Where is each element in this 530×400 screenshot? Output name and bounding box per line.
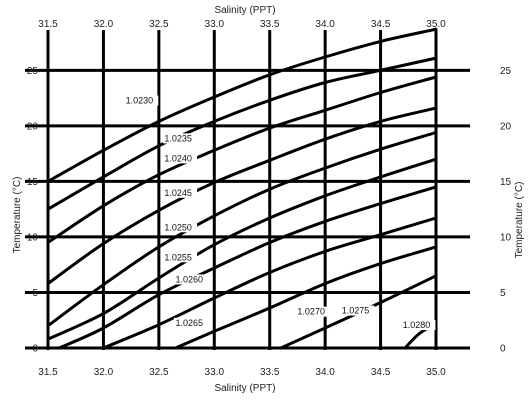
isopycnal-label-bg-3 xyxy=(162,187,198,198)
isopycnal-label-3: 1.0245 xyxy=(164,188,192,198)
y-tick-label-left: 25 xyxy=(27,66,39,77)
y-tick-label-left: 20 xyxy=(27,121,39,132)
y-tick-label-left: 15 xyxy=(27,177,39,188)
isopycnal-line-1 xyxy=(46,56,438,211)
x-tick-label-bottom: 33.0 xyxy=(205,367,225,378)
x-tick-label-top: 34.0 xyxy=(315,19,335,30)
isopycnal-line-2 xyxy=(46,75,438,244)
isopycnal-label-7: 1.0265 xyxy=(175,318,203,328)
top-axis-title: Salinity (PPT) xyxy=(214,5,275,16)
isopycnal-label-6: 1.0260 xyxy=(175,274,203,284)
y-tick-label-left: 10 xyxy=(27,232,39,243)
bottom-axis-title: Salinity (PPT) xyxy=(214,383,275,394)
right-axis-title: Temperature (°C) xyxy=(514,182,525,259)
isopycnal-line-0 xyxy=(46,27,438,183)
isopycnal-line-5 xyxy=(46,157,438,341)
isopycnal-label-10: 1.0280 xyxy=(403,320,431,330)
tick-labels: 31.5 31.5 32.0 32.0 32.5 32.5 33.0 33.0 33.5 33.5… xyxy=(27,19,512,378)
isopycnal-label-bg-6 xyxy=(173,274,209,285)
x-tick-label-bottom: 32.5 xyxy=(149,367,169,378)
y-tick-label-left: 5 xyxy=(32,288,38,299)
x-tick-label-top: 31.5 xyxy=(38,19,58,30)
isopycnal-label-bg-4 xyxy=(162,222,198,233)
x-tick-label-top: 32.0 xyxy=(94,19,114,30)
y-tick-label-right: 0 xyxy=(500,344,506,355)
x-tick-label-bottom: 33.5 xyxy=(260,367,280,378)
isopycnal-label-bg-1 xyxy=(162,133,198,144)
isopycnal-label-9: 1.0275 xyxy=(342,306,370,316)
x-tick-label-top: 33.0 xyxy=(205,19,225,30)
isopycnal-label-bg-5 xyxy=(162,252,198,263)
isopycnal-line-3 xyxy=(46,106,438,286)
x-tick-label-bottom: 34.0 xyxy=(315,367,335,378)
isopycnal-line-7 xyxy=(101,216,438,350)
isopycnal-label-2: 1.0240 xyxy=(164,153,192,163)
grid-lines xyxy=(25,30,470,350)
isopycnal-label-bg-7 xyxy=(173,317,209,328)
y-tick-label-right: 15 xyxy=(500,177,512,188)
x-tick-label-bottom: 35.0 xyxy=(426,367,446,378)
isopycnal-labels: 1.0230 1.0235 1.0240 1.0245 1.0250 1.0255 1.02… xyxy=(124,95,436,331)
isopycnal-label-bg-2 xyxy=(162,153,198,164)
x-tick-label-top: 32.5 xyxy=(149,19,169,30)
y-tick-label-left: 0 xyxy=(32,344,38,355)
x-tick-label-top: 35.0 xyxy=(426,19,446,30)
isopycnal-label-bg-10 xyxy=(401,320,436,331)
isopycnal-label-bg-9 xyxy=(340,305,375,316)
isopycnal-label-5: 1.0255 xyxy=(164,252,192,262)
y-tick-label-right: 20 xyxy=(500,121,512,132)
y-tick-label-right: 25 xyxy=(500,66,512,77)
isopycnal-label-0: 1.0230 xyxy=(126,96,154,106)
x-tick-label-bottom: 32.0 xyxy=(94,367,114,378)
isopycnal-label-bg-8 xyxy=(295,306,331,317)
isopycnal-label-1: 1.0235 xyxy=(164,133,192,143)
x-tick-label-bottom: 34.5 xyxy=(371,367,391,378)
isopycnal-label-4: 1.0250 xyxy=(164,222,192,232)
isopycnal-line-4 xyxy=(46,131,438,328)
isopycnal-line-6 xyxy=(57,185,438,350)
left-axis-title: Temperature (°C) xyxy=(12,177,23,254)
isopycnal-label-8: 1.0270 xyxy=(297,307,325,317)
isopycnal-line-8 xyxy=(174,245,438,350)
isopycnal-label-bg-0 xyxy=(124,95,159,106)
x-tick-label-top: 33.5 xyxy=(260,19,280,30)
x-tick-label-top: 34.5 xyxy=(371,19,391,30)
isopycnal-line-9 xyxy=(279,274,438,350)
y-tick-label-right: 5 xyxy=(500,288,506,299)
isopycnal-lines xyxy=(46,27,438,350)
y-tick-label-right: 10 xyxy=(500,232,512,243)
x-tick-label-bottom: 31.5 xyxy=(38,367,58,378)
